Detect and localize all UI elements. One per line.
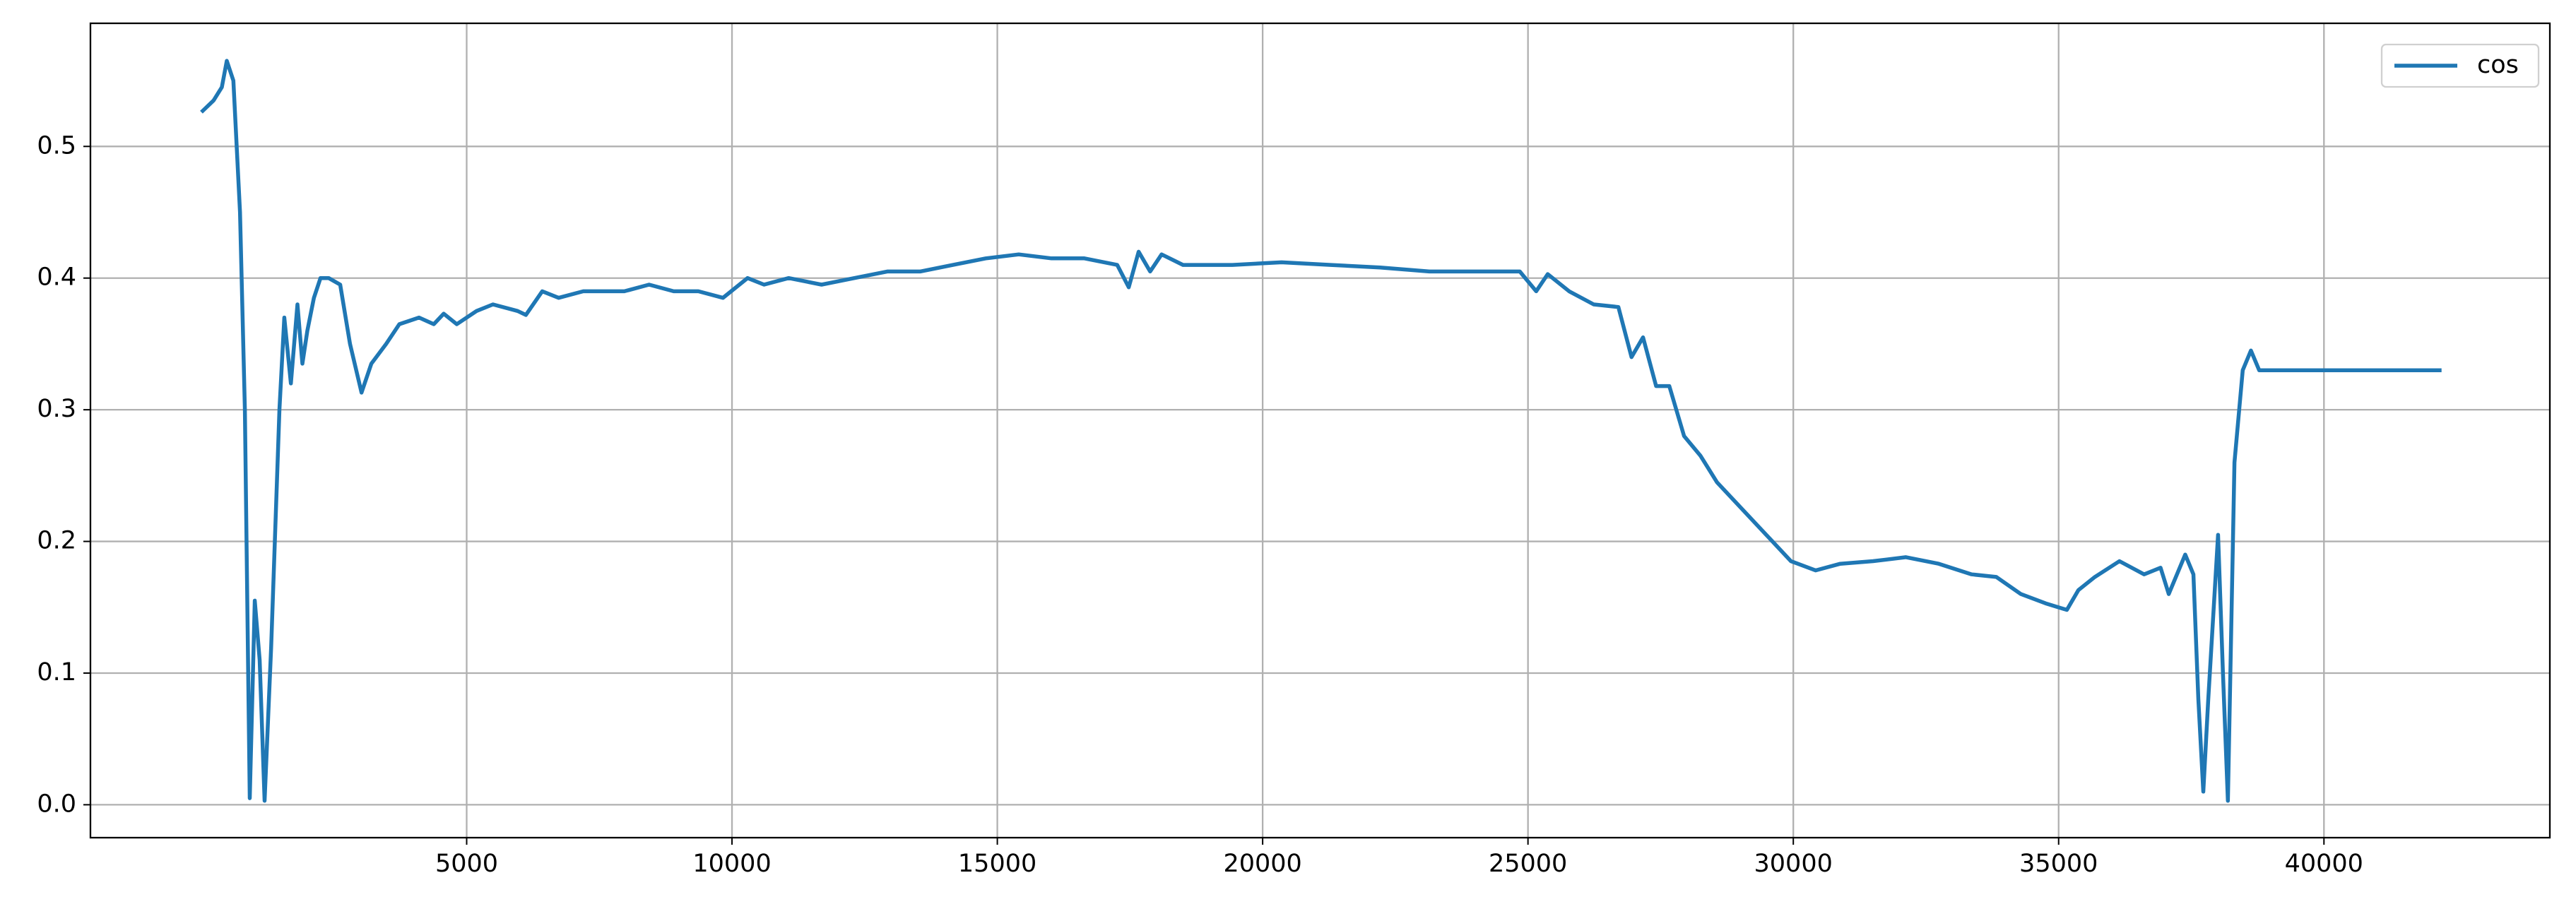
y-tick-label: 0.0 — [37, 790, 76, 818]
legend-box — [2380, 43, 2540, 88]
y-tick-label: 0.4 — [37, 263, 76, 292]
data-line — [200, 59, 2442, 803]
x-tick-label: 35000 — [2019, 850, 2098, 878]
legend-label: cos — [2477, 51, 2519, 79]
y-tick-label: 0.2 — [37, 527, 76, 555]
y-tick-label: 0.5 — [37, 131, 76, 160]
x-tick-label: 30000 — [1754, 850, 1833, 878]
y-tick-label: 0.3 — [37, 395, 76, 423]
x-tick-label: 15000 — [958, 850, 1036, 878]
x-tick-label: 40000 — [2285, 850, 2363, 878]
x-tick-label: 5000 — [435, 850, 498, 878]
x-tick-label: 25000 — [1489, 850, 1567, 878]
plot-frame — [89, 22, 2551, 839]
y-tick-label: 0.1 — [37, 658, 76, 687]
x-tick-label: 10000 — [692, 850, 771, 878]
x-tick-label: 20000 — [1223, 850, 1301, 878]
